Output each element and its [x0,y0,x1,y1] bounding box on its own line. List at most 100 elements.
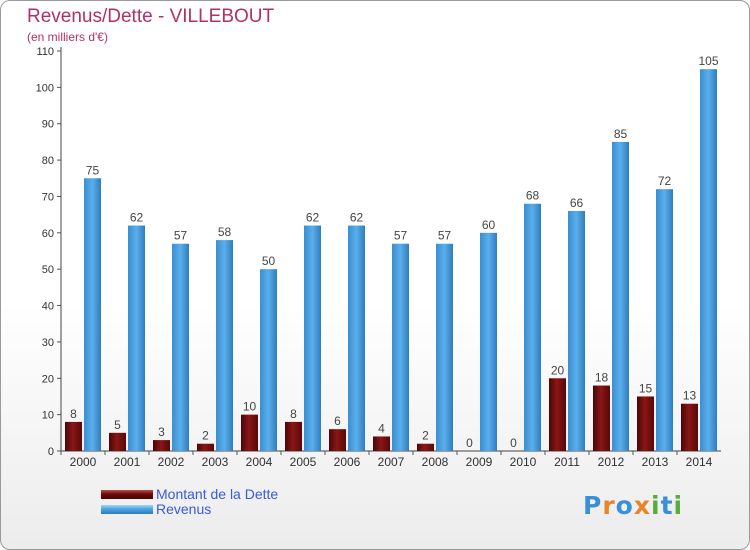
revenue-bar [700,69,717,451]
debt-data-label: 18 [595,371,609,385]
x-tick-label: 2010 [510,455,537,469]
y-tick-label: 80 [42,155,54,167]
debt-data-label: 2 [202,429,209,443]
debt-bar [681,403,698,451]
revenue-bar [656,189,673,451]
y-tick-label: 30 [42,337,54,349]
y-tick-label: 90 [42,119,54,131]
y-tick-label: 60 [42,228,54,240]
revenue-data-label: 66 [570,196,584,210]
debt-data-label: 13 [683,389,697,403]
logo-letter: x [633,491,651,520]
y-tick-label: 110 [36,46,54,58]
x-tick-label: 2007 [378,455,405,469]
legend-swatch-debt [101,490,153,499]
x-tick-label: 2008 [422,455,449,469]
logo-letter: o [615,491,634,520]
revenue-bar [480,232,497,451]
debt-bar [549,378,566,451]
y-tick-label: 70 [42,191,54,203]
proxiti-logo: Proxiti [583,491,683,520]
revenue-bar [392,243,409,451]
revenue-data-label: 57 [438,229,452,243]
y-tick-label: 20 [42,373,54,385]
debt-bar [153,440,170,451]
debt-bar [593,385,610,451]
debt-data-label: 0 [510,436,517,450]
revenue-bar [128,225,145,451]
y-tick-label: 0 [48,446,54,458]
revenue-data-label: 57 [174,229,188,243]
revenue-bar [524,203,541,451]
x-tick-label: 2002 [158,455,185,469]
logo-letter: i [651,491,661,520]
revenue-bar [172,243,189,451]
debt-data-label: 10 [243,400,257,414]
x-tick-label: 2014 [686,455,713,469]
x-tick-label: 2003 [202,455,229,469]
debt-bar [637,396,654,451]
y-tick-label: 50 [42,264,54,276]
logo-letter: t [660,491,674,520]
x-tick-label: 2000 [70,455,97,469]
revenue-data-label: 62 [130,211,144,225]
revenue-bar [348,225,365,451]
logo-letter: r [602,491,616,520]
logo-letter: P [583,491,603,520]
debt-data-label: 4 [378,421,385,435]
debt-data-label: 6 [334,414,341,428]
revenue-bar [84,178,101,452]
debt-data-label: 8 [290,407,297,421]
revenue-bar [260,269,277,451]
revenue-bar [568,211,585,451]
debt-bar [417,443,434,451]
x-tick-label: 2001 [114,455,141,469]
revenue-data-label: 58 [218,225,232,239]
revenue-data-label: 72 [658,174,672,188]
debt-bar [109,432,126,451]
debt-data-label: 2 [422,429,429,443]
debt-bar [197,443,214,451]
revenue-bar [436,243,453,451]
revenue-data-label: 60 [482,218,496,232]
revenue-data-label: 62 [306,211,320,225]
y-tick-label: 10 [42,410,54,422]
debt-bar [329,429,346,451]
revenue-data-label: 50 [262,254,276,268]
debt-data-label: 3 [158,425,165,439]
debt-bar [285,421,302,451]
debt-bar [65,421,82,451]
x-tick-label: 2013 [642,455,669,469]
y-tick-label: 100 [36,82,54,94]
x-tick-label: 2009 [466,455,493,469]
debt-data-label: 15 [639,381,653,395]
x-tick-label: 2012 [598,455,625,469]
revenue-bar [216,240,233,451]
debt-bar [373,436,390,451]
debt-data-label: 5 [114,418,121,432]
revenue-data-label: 105 [698,54,718,68]
revenue-data-label: 85 [614,127,628,141]
x-tick-label: 2006 [334,455,361,469]
y-tick-label: 40 [42,301,54,313]
chart-title: Revenus/Dette - VILLEBOUT [27,6,275,27]
legend-label-revenue: Revenus [156,501,212,517]
legend-swatch-revenue [101,505,153,514]
revenue-data-label: 75 [86,163,100,177]
x-tick-label: 2004 [246,455,273,469]
revenue-bar [612,141,629,451]
debt-bar [241,414,258,451]
debt-data-label: 8 [70,407,77,421]
debt-data-label: 0 [466,436,473,450]
x-tick-label: 2011 [554,455,580,469]
revenue-data-label: 62 [350,211,364,225]
legend-label-debt: Montant de la Dette [156,486,279,502]
x-tick-label: 2005 [290,455,317,469]
revenue-data-label: 57 [394,229,408,243]
chart-subtitle: (en milliers d'€) [27,30,108,44]
debt-data-label: 20 [551,363,565,377]
revenue-data-label: 68 [526,189,540,203]
logo-letter: i [673,491,684,520]
